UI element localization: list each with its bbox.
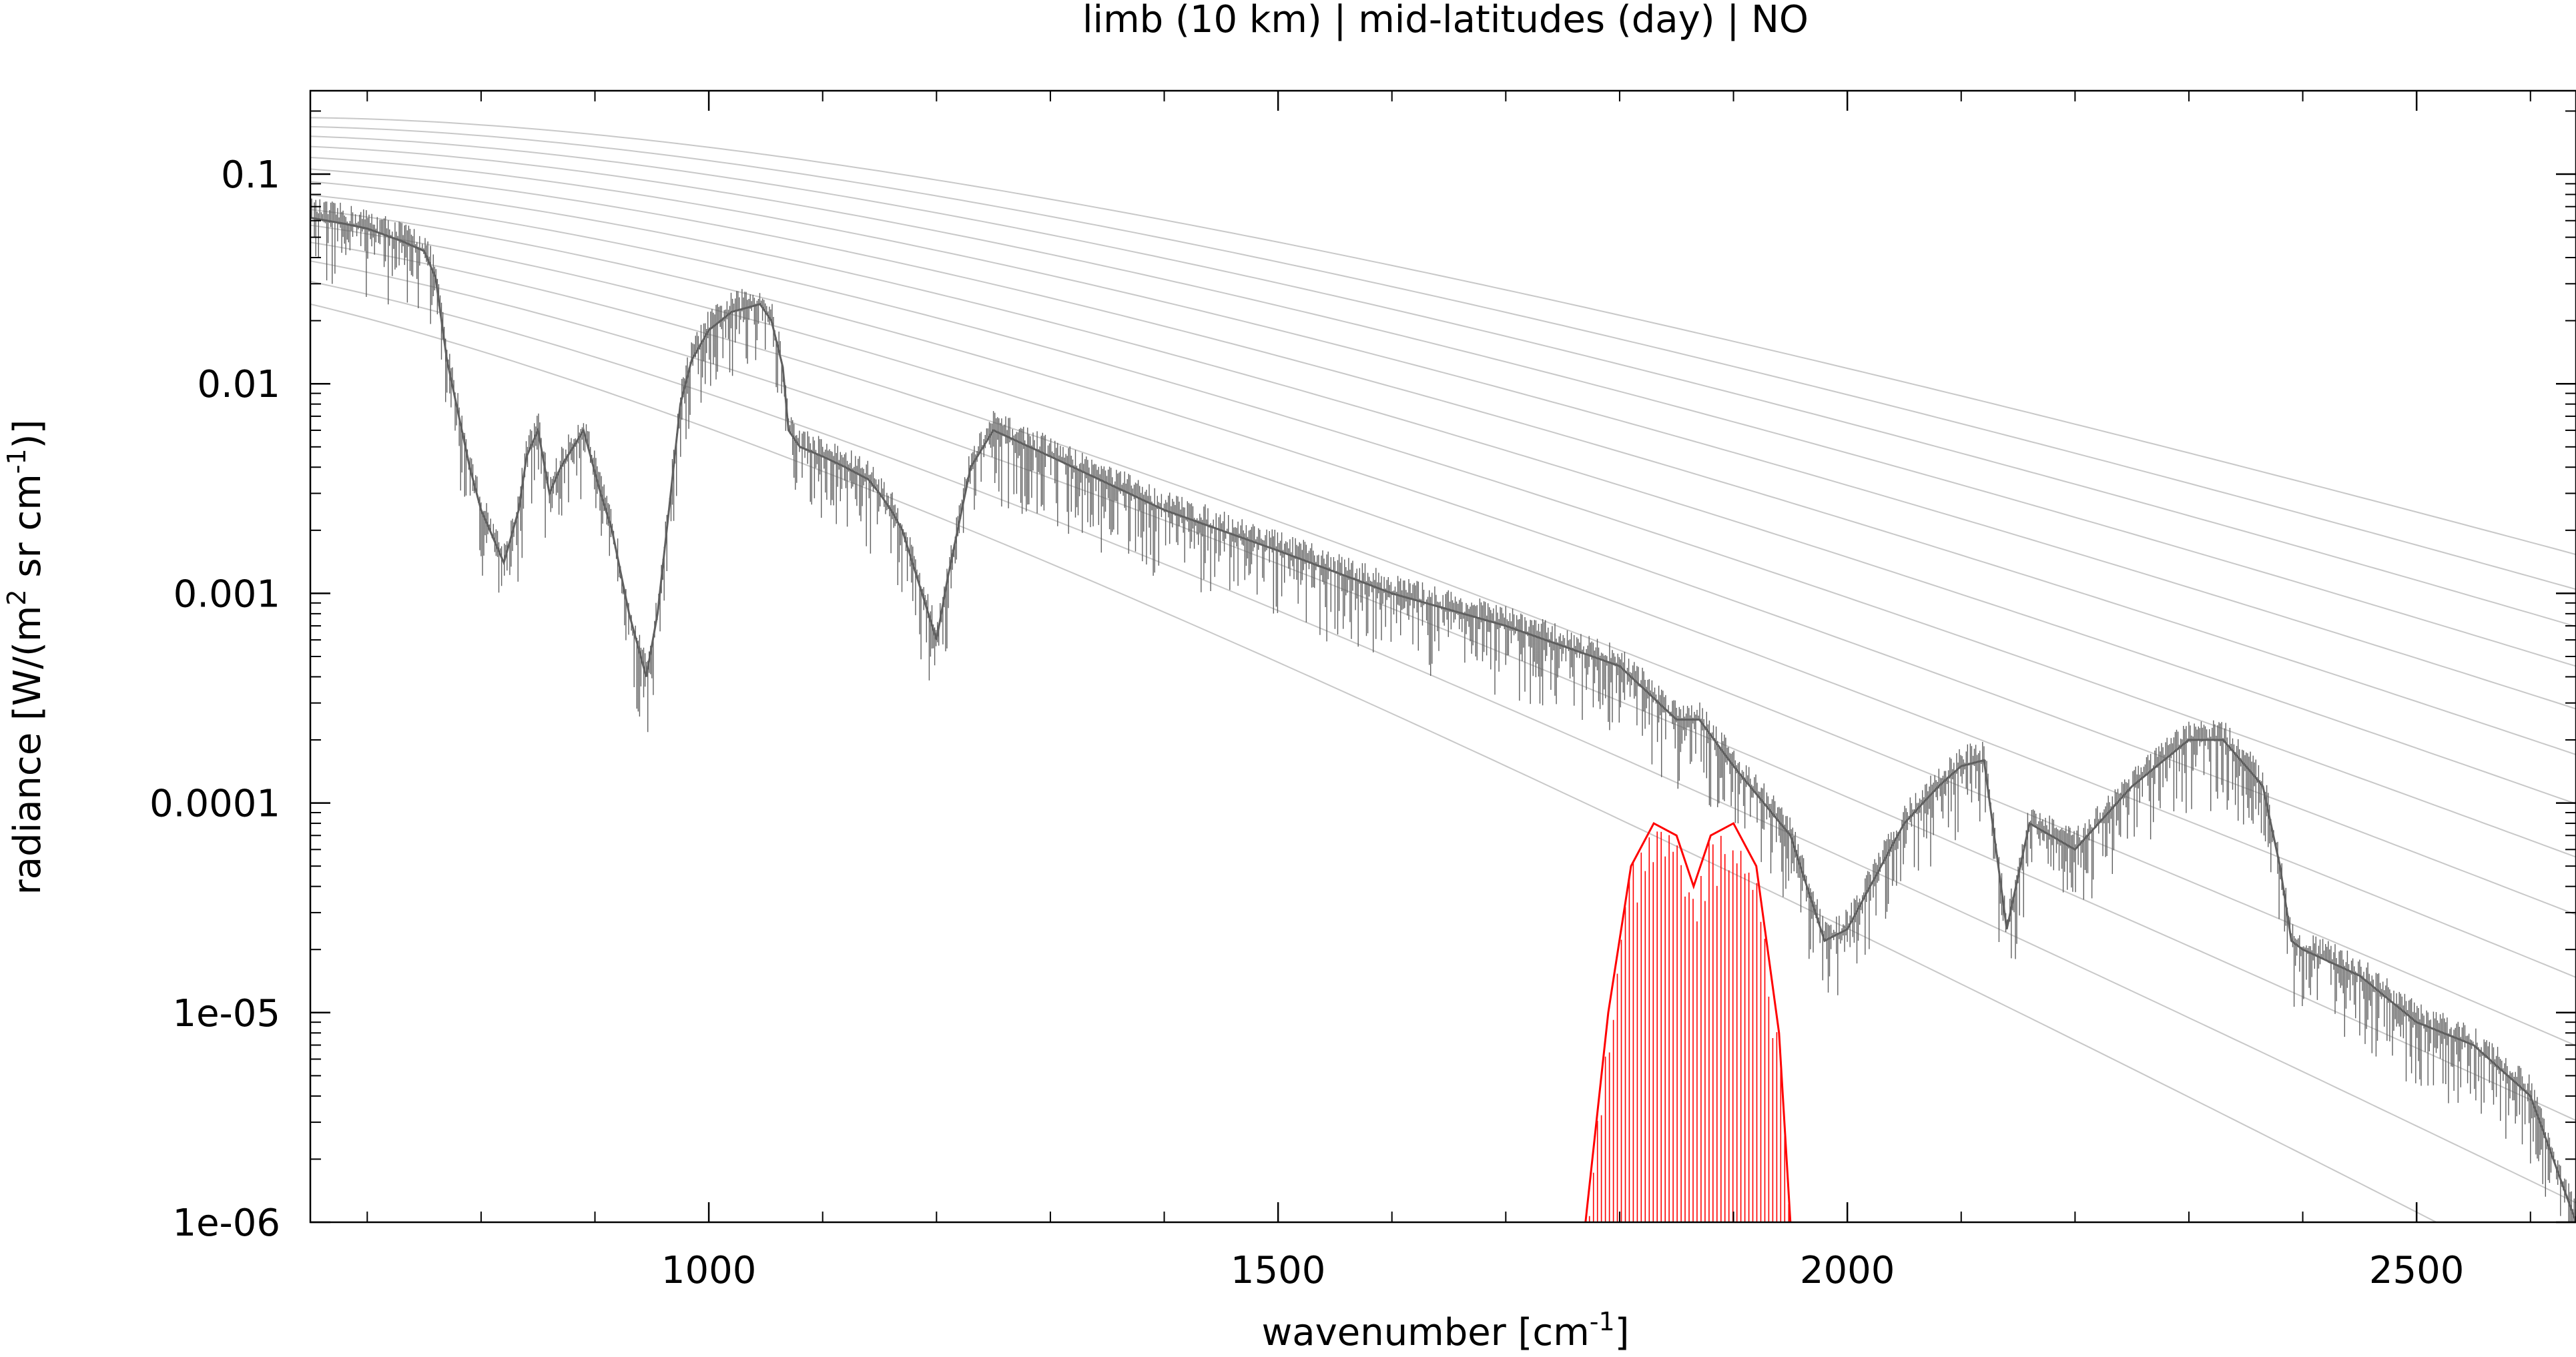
chart-title: limb (10 km) | mid-latitudes (day) | NO — [1082, 0, 1809, 41]
series-gas-lines — [1585, 831, 1790, 1222]
y-axis-label: radiance [W/(m2 sr cm-1)] — [2, 420, 49, 895]
series-gas — [1584, 822, 1792, 1222]
series-gas-line — [1584, 822, 1792, 1222]
planck-curve-200K — [310, 280, 2576, 1204]
y-tick-label: 0.1 — [221, 153, 280, 197]
planck-curve-220K — [310, 242, 2576, 1047]
x-tick-label: 1000 — [661, 1249, 757, 1292]
planck-curve-210K — [310, 260, 2576, 1121]
planck-curve-290K — [310, 145, 2576, 667]
series-total-line — [310, 216, 2576, 1222]
series-total — [310, 198, 2576, 1222]
series-group — [310, 198, 2576, 1222]
planck-curve-310K — [310, 125, 2576, 590]
planck-curve-250K — [310, 194, 2576, 858]
planck-curve-280K — [310, 157, 2576, 710]
planck-curve-240K — [310, 209, 2576, 915]
planck-curve-260K — [310, 181, 2576, 805]
planck-curve-190K — [310, 303, 2438, 1222]
axis-ticks: 1000 1500 2000 2500 0.1 0.01 0.001 0.0001 1e-05 1… — [149, 91, 2576, 1292]
y-tick-label: 0.0001 — [149, 783, 280, 826]
y-tick-label: 0.01 — [197, 363, 280, 406]
planck-curve-270K — [310, 168, 2576, 755]
x-tick-label: 1500 — [1231, 1249, 1326, 1292]
planck-curve-300K — [310, 135, 2576, 627]
x-tick-label: 2000 — [1800, 1249, 1895, 1292]
planck-curve-320K — [310, 117, 2576, 556]
planck-curve-230K — [310, 224, 2576, 978]
planck-reference-curves — [310, 117, 2576, 1222]
y-tick-label: 1e-06 — [172, 1202, 280, 1245]
x-axis-label: wavenumber [cm-1] — [1261, 1307, 1629, 1354]
y-tick-label: 0.001 — [174, 572, 280, 616]
x-tick-label: 2500 — [2369, 1249, 2465, 1292]
y-tick-label: 1e-05 — [172, 992, 280, 1035]
